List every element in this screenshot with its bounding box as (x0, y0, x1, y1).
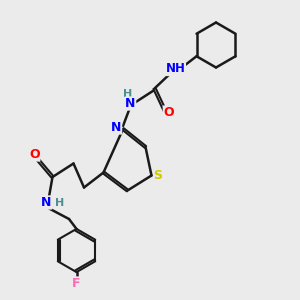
Text: O: O (163, 106, 174, 119)
Text: F: F (72, 277, 81, 290)
Text: H: H (123, 89, 132, 99)
Text: N: N (111, 121, 122, 134)
Text: NH: NH (166, 62, 185, 76)
Text: O: O (29, 148, 40, 161)
Text: H: H (55, 197, 64, 208)
Text: N: N (125, 97, 136, 110)
Text: S: S (154, 169, 163, 182)
Text: N: N (41, 196, 52, 209)
